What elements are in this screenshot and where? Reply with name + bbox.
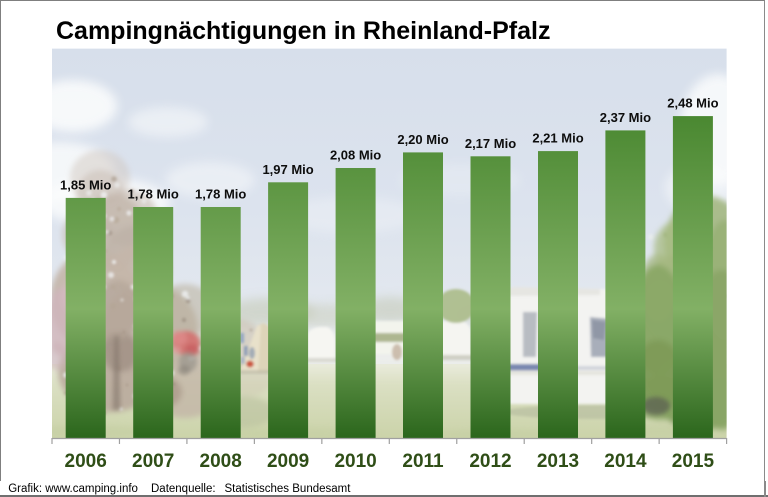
- svg-text:1,85 Mio: 1,85 Mio: [60, 177, 111, 192]
- svg-text:Campingnächtigungen in Rheinla: Campingnächtigungen in Rheinland-Pfalz: [56, 17, 550, 45]
- svg-text:Grafik: www.camping.info: Grafik: www.camping.info: [8, 483, 138, 495]
- svg-text:2,20 Mio: 2,20 Mio: [397, 132, 448, 147]
- svg-text:2008: 2008: [200, 451, 242, 472]
- svg-text:Statistisches Bundesamt: Statistisches Bundesamt: [225, 483, 352, 495]
- svg-text:1,97 Mio: 1,97 Mio: [262, 162, 313, 177]
- svg-text:2006: 2006: [65, 451, 107, 472]
- svg-text:2,17 Mio: 2,17 Mio: [465, 136, 516, 151]
- svg-text:1,78 Mio: 1,78 Mio: [128, 187, 179, 202]
- svg-text:2010: 2010: [334, 451, 376, 472]
- svg-text:2,37 Mio: 2,37 Mio: [600, 110, 651, 125]
- svg-text:2,48 Mio: 2,48 Mio: [667, 96, 718, 111]
- svg-text:2007: 2007: [132, 451, 174, 472]
- svg-text:2014: 2014: [604, 451, 647, 472]
- svg-text:1,78 Mio: 1,78 Mio: [195, 187, 246, 202]
- svg-text:2009: 2009: [267, 451, 309, 472]
- svg-text:Datenquelle:: Datenquelle:: [151, 483, 216, 495]
- svg-text:2012: 2012: [469, 451, 511, 472]
- svg-text:2011: 2011: [402, 451, 444, 472]
- svg-text:2,21 Mio: 2,21 Mio: [532, 131, 583, 146]
- svg-text:2015: 2015: [672, 451, 715, 472]
- svg-text:2,08 Mio: 2,08 Mio: [330, 148, 381, 163]
- svg-text:2013: 2013: [537, 451, 579, 472]
